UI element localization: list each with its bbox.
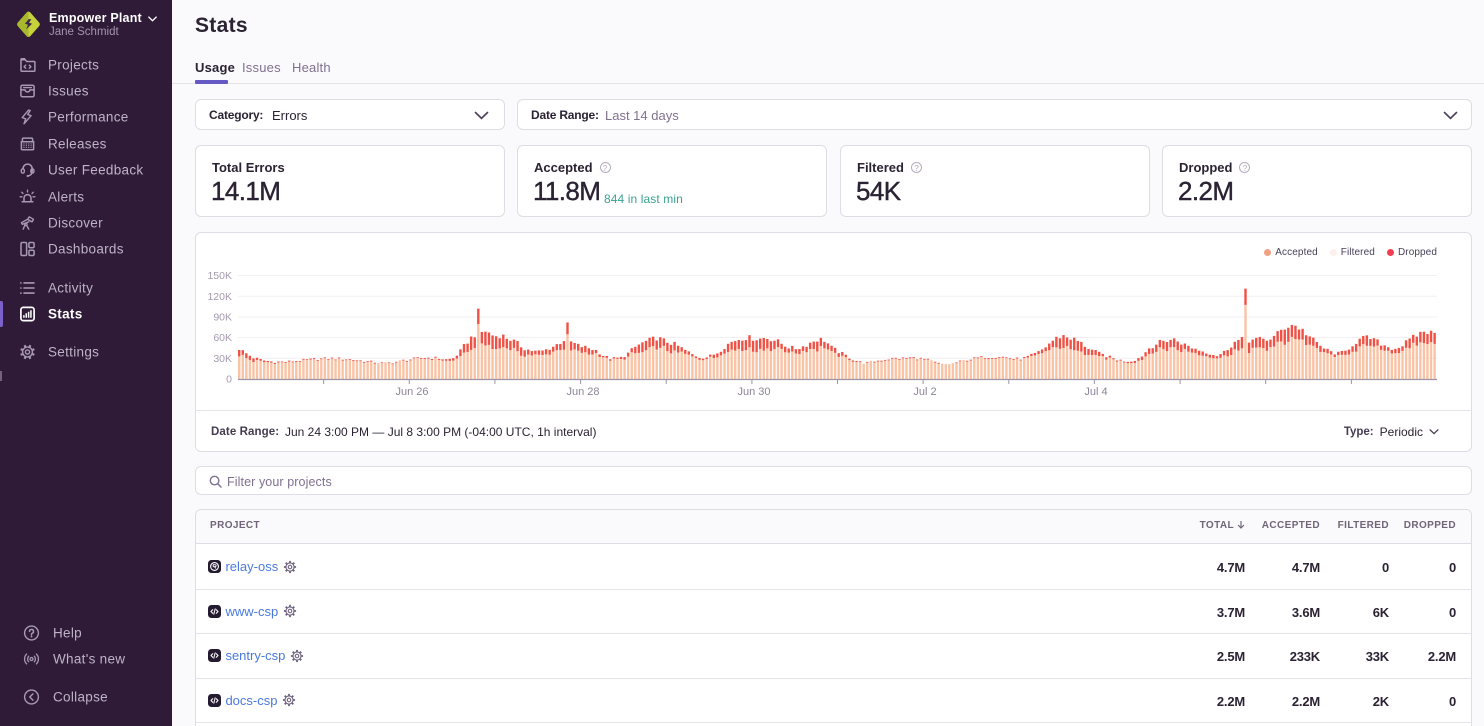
svg-text:Jun 26: Jun 26 [395,386,428,398]
svg-text:60K: 60K [213,332,232,344]
svg-text:90K: 90K [213,312,232,324]
svg-text:30K: 30K [213,353,232,365]
svg-text:120K: 120K [207,291,232,303]
svg-text:0: 0 [226,374,232,386]
svg-text:Jun 30: Jun 30 [737,386,770,398]
svg-text:Jun 28: Jun 28 [566,386,599,398]
svg-text:Jul 2: Jul 2 [913,386,936,398]
svg-text:150K: 150K [207,270,232,282]
svg-text:Jul 4: Jul 4 [1084,386,1107,398]
